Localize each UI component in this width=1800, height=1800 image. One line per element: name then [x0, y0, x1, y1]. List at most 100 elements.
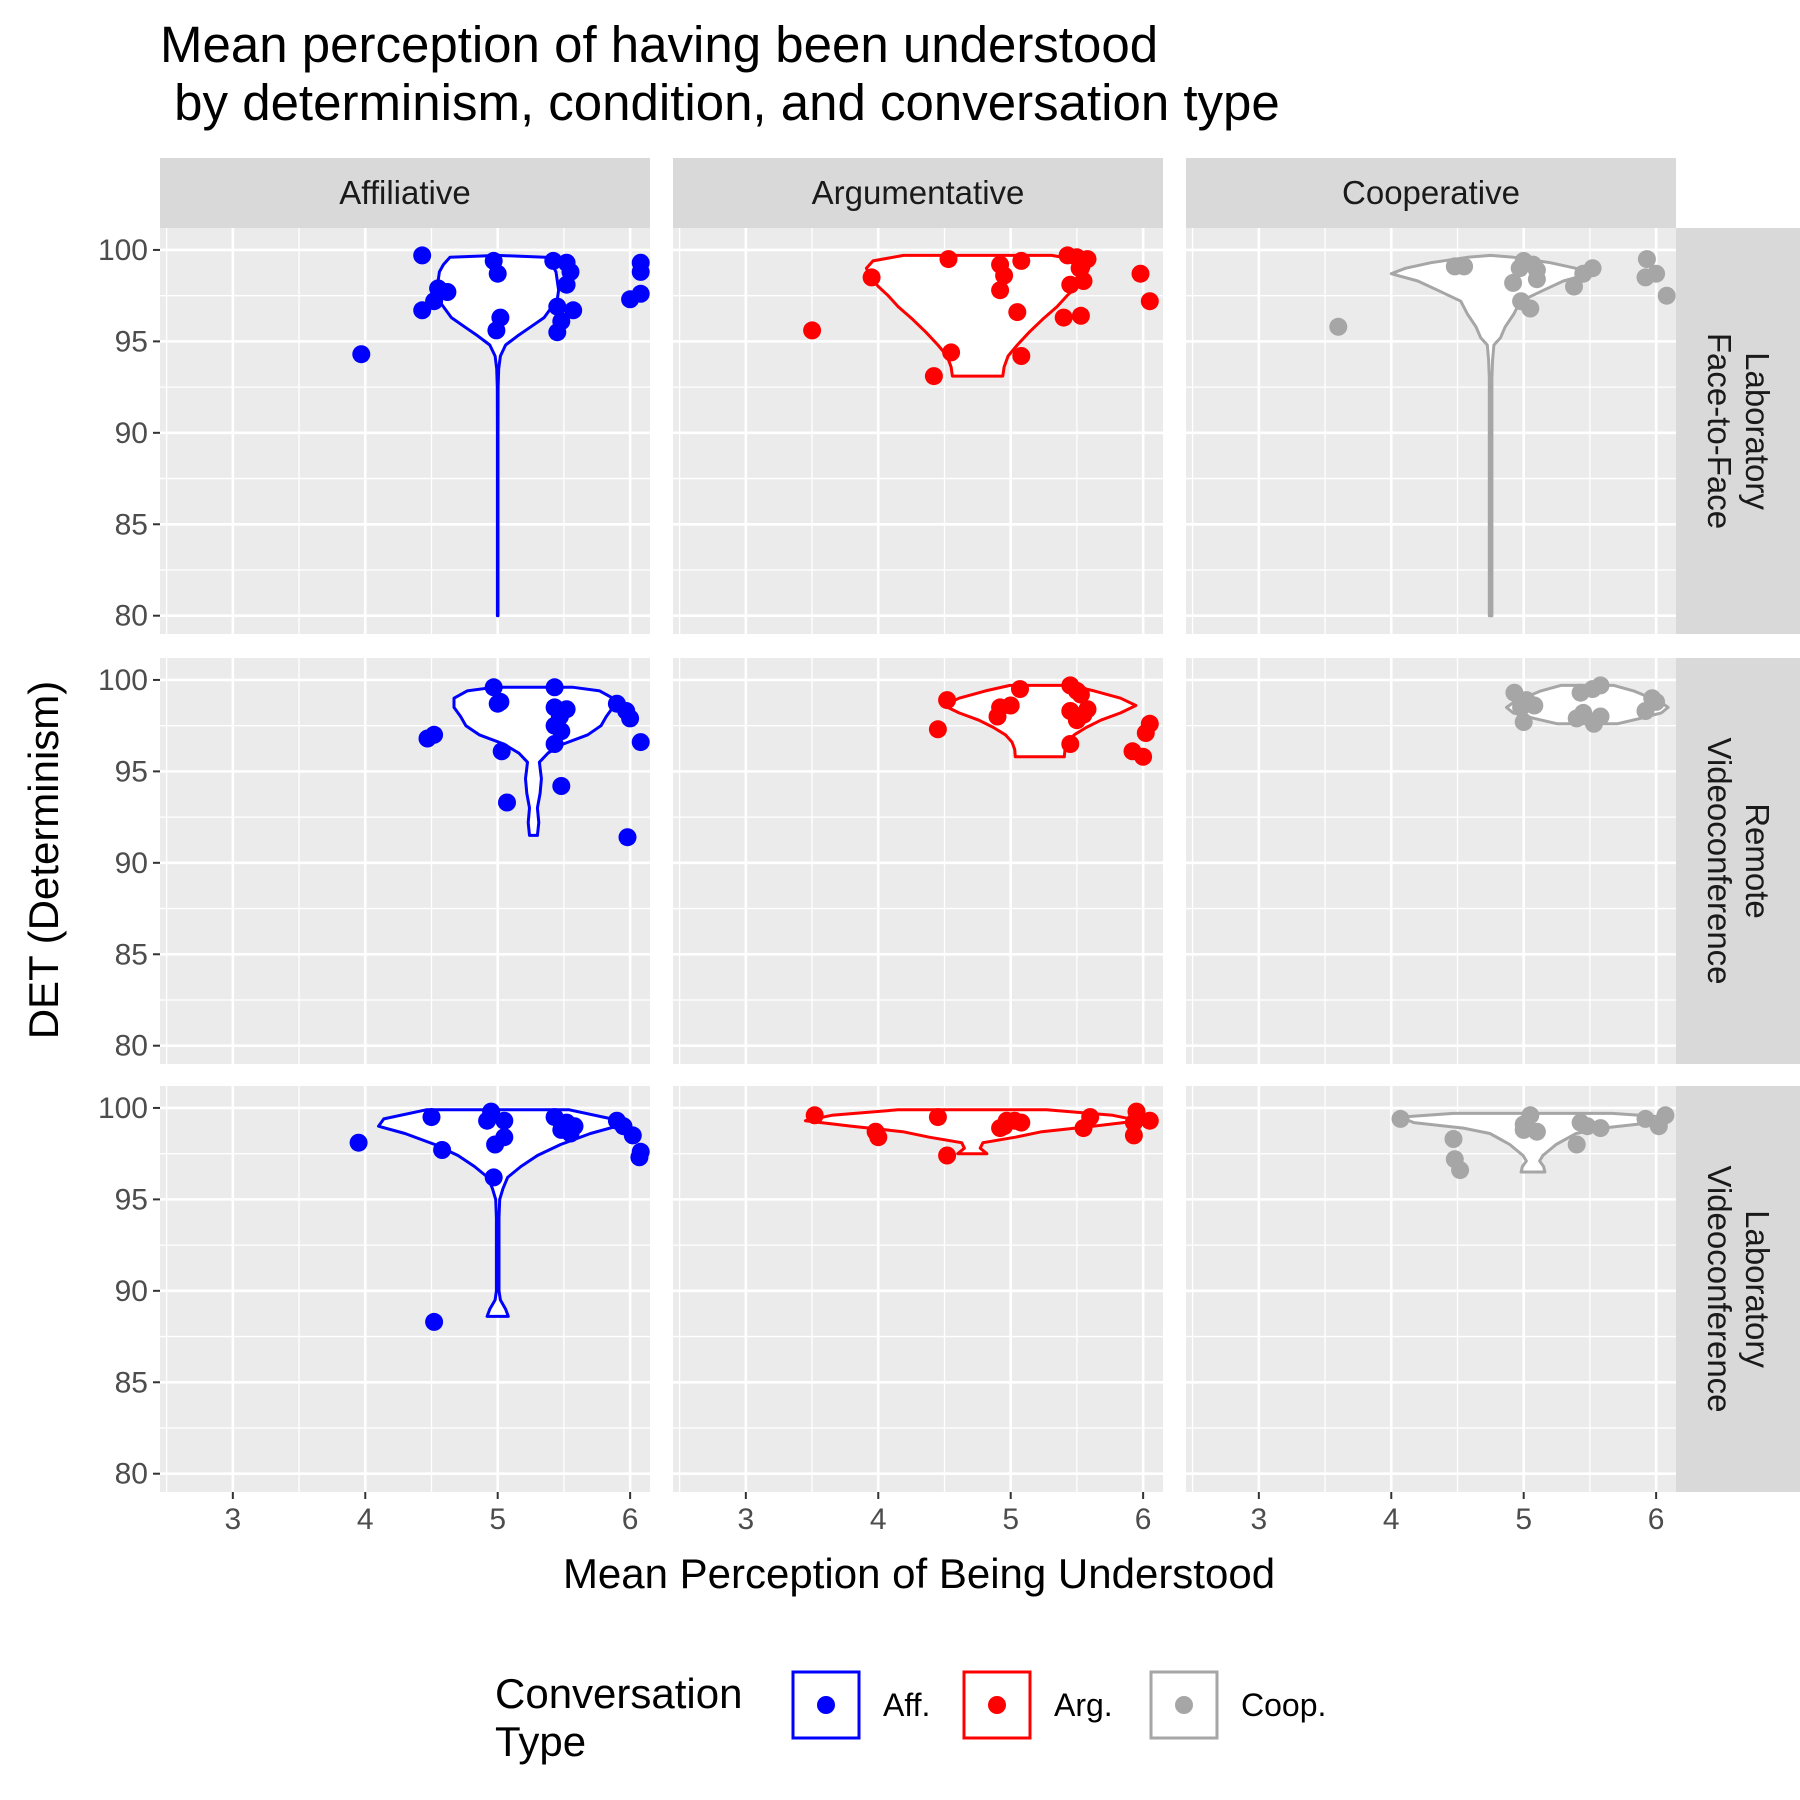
data-point — [1054, 308, 1073, 327]
legend-label: Coop. — [1241, 1687, 1326, 1723]
y-tick-label: 95 — [115, 325, 148, 358]
data-point — [1455, 257, 1474, 276]
data-point — [548, 297, 567, 316]
strip-background — [160, 158, 650, 228]
data-point — [1329, 317, 1348, 336]
data-point — [1074, 272, 1093, 290]
data-point — [433, 1141, 452, 1159]
y-tick-label: 100 — [98, 664, 148, 697]
data-point — [1134, 747, 1153, 766]
data-point — [928, 720, 947, 739]
x-axis-title: Mean Perception of Being Understood — [563, 1550, 1275, 1597]
data-point — [488, 264, 507, 283]
y-tick-label: 80 — [115, 600, 148, 633]
data-point — [484, 1168, 503, 1187]
violin-shape — [1389, 253, 1592, 618]
data-point — [561, 1124, 580, 1143]
x-tick-label: 6 — [1648, 1503, 1665, 1536]
x-tick-label: 4 — [1383, 1503, 1400, 1536]
data-point — [1001, 696, 1020, 715]
strip-right-0: LaboratoryFace-to-Face — [1676, 228, 1800, 634]
data-point — [1521, 299, 1540, 318]
strip-right-2: LaboratoryVideoconference — [1676, 1086, 1800, 1492]
strip-background — [1186, 158, 1676, 228]
data-point — [1140, 292, 1159, 311]
data-point — [1074, 705, 1093, 724]
data-point — [1591, 1119, 1610, 1138]
strip-top-0: Affiliative — [160, 158, 650, 228]
data-point — [349, 1133, 368, 1152]
data-point — [1012, 347, 1031, 365]
data-point — [939, 250, 958, 269]
strip-label-line: Videoconference — [1701, 737, 1738, 984]
strip-background — [673, 158, 1163, 228]
panel-data-0-2 — [1329, 250, 1676, 618]
strip-label: LaboratoryVideoconference — [1701, 1165, 1776, 1412]
data-point — [487, 321, 506, 340]
data-point — [1527, 270, 1546, 289]
data-point — [1124, 1126, 1143, 1145]
x-tick-label: 3 — [1250, 1503, 1267, 1536]
legend-title-line: Type — [495, 1718, 586, 1765]
data-point — [631, 284, 650, 303]
x-tick-label: 5 — [489, 1503, 506, 1536]
y-tick-label: 100 — [98, 234, 148, 267]
data-point — [492, 742, 511, 761]
data-point — [413, 301, 432, 320]
data-point — [1636, 702, 1655, 720]
data-point — [1649, 1117, 1668, 1136]
data-point — [630, 1148, 649, 1167]
strip-label: Cooperative — [1342, 174, 1520, 211]
data-point — [1504, 273, 1523, 292]
data-point — [1124, 1113, 1143, 1132]
panel-2-1 — [673, 1086, 1163, 1492]
data-point — [938, 691, 957, 710]
data-point — [1567, 709, 1586, 728]
strip-label: Argumentative — [812, 174, 1025, 211]
data-point — [1451, 1161, 1470, 1180]
data-point — [631, 733, 650, 752]
data-point — [1637, 250, 1656, 269]
data-point — [988, 707, 1007, 726]
x-tick-label: 5 — [1002, 1503, 1019, 1536]
y-tick-label: 95 — [115, 1183, 148, 1216]
data-point — [924, 367, 943, 386]
x-tick-label: 3 — [737, 1503, 754, 1536]
y-tick-label: 95 — [115, 755, 148, 788]
panels-layer: Affiliative Argumentative Cooperative Labor… — [98, 158, 1800, 1536]
data-point — [498, 793, 516, 812]
strip-background — [1676, 1086, 1800, 1492]
panel-data-2-2 — [1391, 1106, 1675, 1180]
data-point — [1071, 685, 1090, 704]
data-point — [621, 709, 640, 728]
data-point — [352, 345, 371, 364]
data-point — [1657, 286, 1676, 305]
data-point — [1647, 264, 1666, 283]
data-point — [803, 321, 822, 340]
data-point — [478, 1111, 497, 1130]
data-point — [631, 262, 650, 281]
data-point — [1578, 1117, 1597, 1136]
panel-0-0 — [160, 228, 650, 634]
y-tick-label: 80 — [115, 1030, 148, 1063]
strip-right-1: RemoteVideoconference — [1676, 658, 1800, 1064]
chart-title: Mean perception of having been understoo… — [160, 16, 1280, 131]
data-point — [1061, 735, 1080, 753]
strip-label-line: Face-to-Face — [1701, 333, 1738, 529]
legend-label: Aff. — [883, 1687, 930, 1723]
data-point — [991, 281, 1010, 300]
data-point — [1565, 277, 1583, 296]
data-point — [548, 323, 567, 342]
x-tick-label: 4 — [357, 1503, 374, 1536]
y-tick-label: 85 — [115, 1366, 148, 1399]
x-tick-label: 3 — [224, 1503, 241, 1536]
data-point — [1525, 696, 1544, 715]
legend-label: Arg. — [1054, 1687, 1113, 1723]
data-point — [869, 1128, 888, 1147]
panel-data-2-0 — [349, 1102, 650, 1331]
data-point — [991, 1119, 1010, 1138]
data-point — [438, 283, 457, 301]
panel-data-1-2 — [1505, 676, 1670, 733]
data-point — [995, 266, 1014, 285]
data-point — [491, 692, 510, 711]
